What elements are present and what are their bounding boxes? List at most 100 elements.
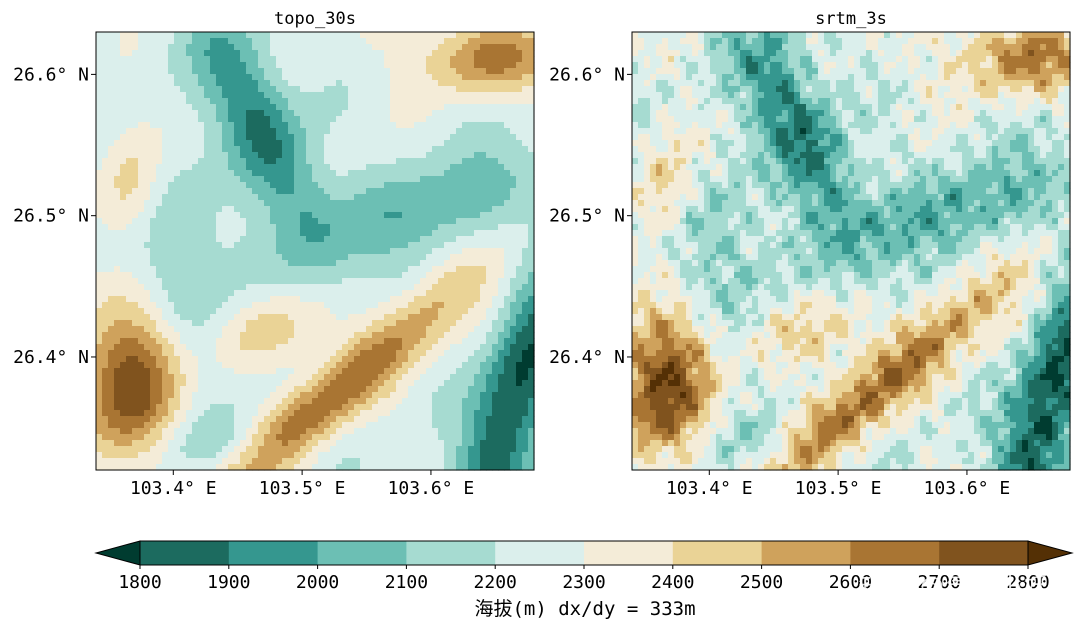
elevation-cell — [204, 110, 211, 117]
elevation-cell — [510, 344, 517, 351]
elevation-cell — [258, 248, 265, 255]
elevation-cell — [354, 404, 361, 411]
elevation-cell — [144, 212, 151, 219]
elevation-cell — [258, 92, 265, 99]
elevation-cell — [234, 152, 241, 159]
elevation-cell — [510, 176, 517, 183]
elevation-cell — [474, 428, 481, 435]
elevation-cell — [300, 254, 307, 261]
elevation-cell — [402, 104, 409, 111]
elevation-cell — [504, 392, 511, 399]
elevation-cell — [138, 404, 145, 411]
elevation-cell — [462, 218, 469, 225]
elevation-cell — [138, 386, 145, 393]
elevation-cell — [246, 134, 253, 141]
elevation-cell — [180, 368, 187, 375]
elevation-cell — [126, 206, 133, 213]
elevation-cell — [408, 248, 415, 255]
elevation-cell — [462, 110, 469, 117]
elevation-cell — [156, 152, 163, 159]
elevation-cell — [342, 404, 349, 411]
elevation-cell — [258, 68, 265, 75]
elevation-cell — [270, 170, 277, 177]
elevation-cell — [528, 56, 535, 63]
elevation-cell — [204, 164, 211, 171]
elevation-cell — [390, 284, 397, 291]
elevation-cell — [210, 122, 217, 129]
elevation-cell — [480, 128, 487, 135]
elevation-cell — [294, 122, 301, 129]
elevation-cell — [342, 110, 349, 117]
elevation-cell — [456, 92, 463, 99]
elevation-cell — [222, 434, 229, 441]
elevation-cell — [348, 422, 355, 429]
elevation-cell — [294, 50, 301, 57]
elevation-cell — [498, 296, 505, 303]
elevation-cell — [204, 344, 211, 351]
elevation-cell — [108, 128, 115, 135]
elevation-cell — [522, 302, 529, 309]
elevation-cell — [372, 92, 379, 99]
elevation-cell — [498, 428, 505, 435]
elevation-cell — [144, 386, 151, 393]
elevation-cell — [348, 296, 355, 303]
elevation-cell — [504, 350, 511, 357]
elevation-cell — [390, 122, 397, 129]
elevation-cell — [492, 56, 499, 63]
elevation-cell — [258, 344, 265, 351]
elevation-cell — [468, 182, 475, 189]
elevation-cell — [390, 200, 397, 207]
elevation-cell — [186, 254, 193, 261]
elevation-cell — [288, 320, 295, 327]
elevation-cell — [468, 110, 475, 117]
elevation-cell — [420, 278, 427, 285]
elevation-cell — [270, 140, 277, 147]
elevation-cell — [270, 290, 277, 297]
elevation-cell — [150, 284, 157, 291]
elevation-cell — [252, 182, 259, 189]
elevation-cell — [444, 224, 451, 231]
elevation-cell — [186, 206, 193, 213]
elevation-cell — [366, 86, 373, 93]
elevation-cell — [180, 200, 187, 207]
elevation-cell — [108, 434, 115, 441]
elevation-cell — [330, 368, 337, 375]
elevation-cell — [108, 200, 115, 207]
elevation-cell — [486, 260, 493, 267]
elevation-cell — [258, 296, 265, 303]
elevation-cell — [324, 98, 331, 105]
elevation-cell — [330, 236, 337, 243]
elevation-cell — [240, 416, 247, 423]
elevation-cell — [516, 356, 523, 363]
elevation-cell — [360, 32, 367, 39]
elevation-cell — [288, 68, 295, 75]
elevation-cell — [162, 278, 169, 285]
elevation-cell — [288, 212, 295, 219]
elevation-cell — [126, 182, 133, 189]
elevation-cell — [150, 62, 157, 69]
elevation-cell — [420, 260, 427, 267]
elevation-cell — [426, 374, 433, 381]
elevation-cell — [132, 68, 139, 75]
elevation-cell — [216, 344, 223, 351]
elevation-cell — [348, 416, 355, 423]
elevation-cell — [444, 416, 451, 423]
elevation-cell — [324, 434, 331, 441]
elevation-cell — [468, 38, 475, 45]
elevation-cell — [438, 362, 445, 369]
elevation-cell — [204, 98, 211, 105]
elevation-cell — [180, 140, 187, 147]
elevation-cell — [498, 170, 505, 177]
elevation-cell — [438, 332, 445, 339]
elevation-cell — [474, 356, 481, 363]
elevation-cell — [228, 320, 235, 327]
elevation-cell — [444, 56, 451, 63]
elevation-cell — [462, 134, 469, 141]
elevation-cell — [450, 188, 457, 195]
elevation-cell — [426, 284, 433, 291]
elevation-cell — [198, 386, 205, 393]
elevation-cell — [510, 356, 517, 363]
elevation-cell — [432, 266, 439, 273]
elevation-cell — [462, 368, 469, 375]
elevation-cell — [252, 422, 259, 429]
